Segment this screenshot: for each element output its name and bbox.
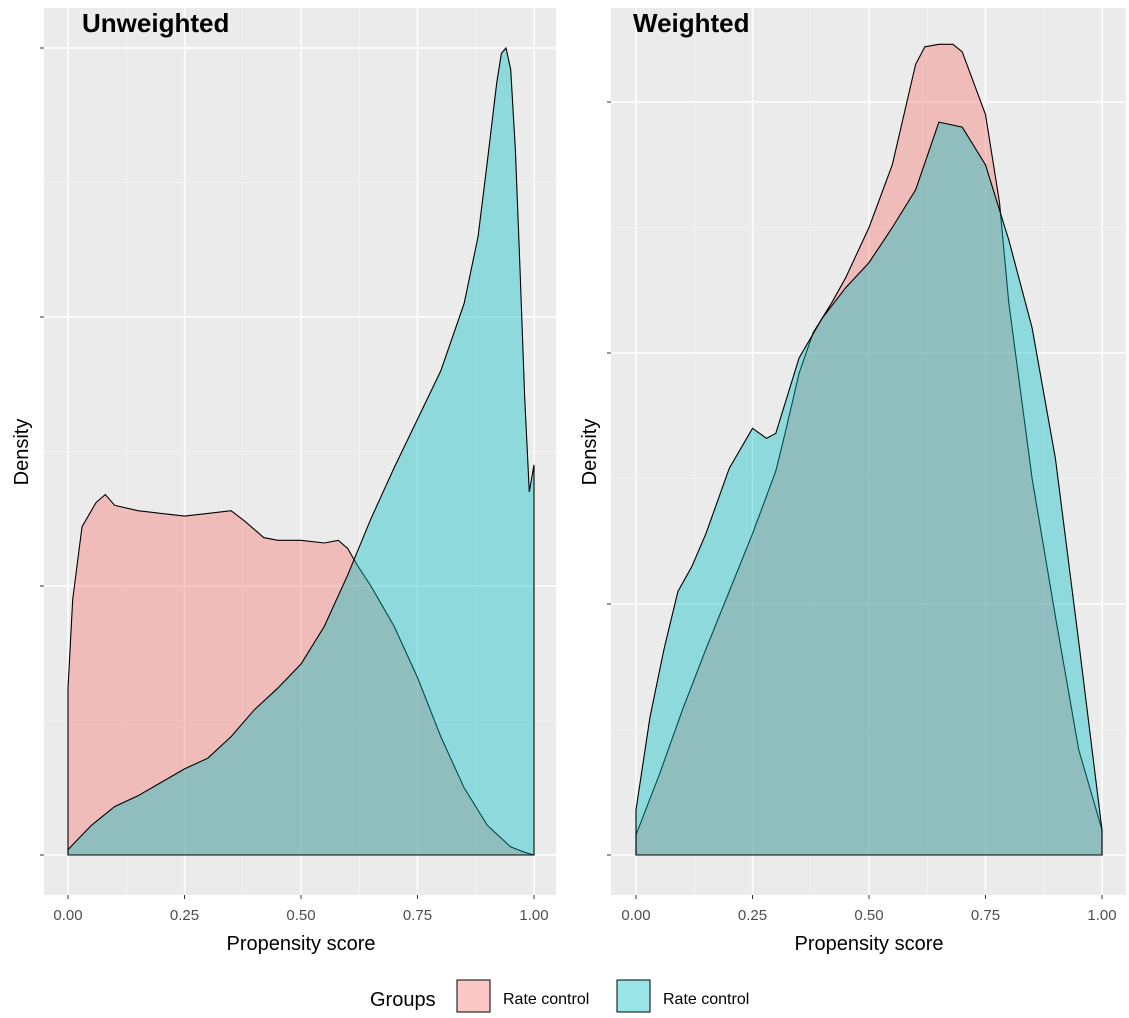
x-tick-label: 0.00 [621,907,650,924]
y-axis-title: Density [11,419,33,486]
x-tick-label: 1.00 [1087,907,1116,924]
legend-label: Rate control [663,991,749,1008]
panel-weighted: 0.00 0.25 0.50 0.75 1.00 Weighted Propensity s… [579,8,1126,955]
panel-title: Unweighted [82,8,229,38]
x-tick-label: 0.50 [854,907,883,924]
legend-key-teal [616,979,651,1013]
x-tick-label: 0.50 [286,907,315,924]
x-tick-label: 0.25 [738,907,767,924]
panel-title: Weighted [633,8,750,38]
x-tick-label: 0.75 [403,907,432,924]
density-area-red [67,493,535,856]
density-area-red [635,43,1103,856]
density-area-teal [635,121,1103,856]
legend-title: Groups [370,989,436,1011]
x-tick-label: 0.00 [53,907,82,924]
x-tick-label: 0.75 [971,907,1000,924]
x-axis-title: Propensity score [795,933,944,955]
x-tick-label: 1.00 [519,907,548,924]
panel-unweighted: 0.00 0.25 0.50 0.75 1.00 Unweighted Propensity… [11,8,556,955]
legend-key-red [456,979,491,1013]
legend-label: Rate control [503,991,589,1008]
legend: Groups Rate control Rate control [370,979,749,1013]
x-tick-label: 0.25 [170,907,199,924]
y-axis-title: Density [579,419,601,486]
density-area-teal [67,46,535,856]
x-axis-title: Propensity score [227,933,376,955]
